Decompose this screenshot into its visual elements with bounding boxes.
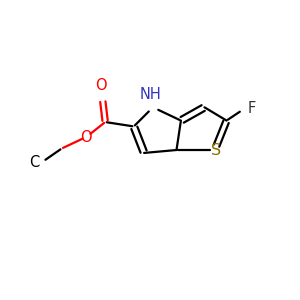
Text: NH: NH: [140, 87, 161, 102]
Text: C: C: [29, 155, 40, 170]
Text: S: S: [211, 143, 221, 158]
Text: O: O: [95, 78, 107, 93]
Text: F: F: [248, 101, 256, 116]
Text: O: O: [80, 130, 92, 145]
